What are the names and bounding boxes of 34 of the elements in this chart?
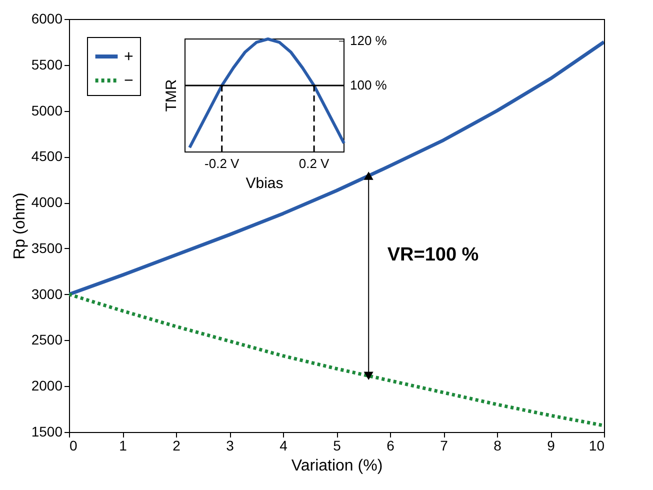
y-tick-label: 2500	[31, 332, 63, 348]
legend-label: −	[124, 72, 134, 90]
x-tick-label: 3	[226, 438, 234, 454]
y-tick-label: 3500	[31, 240, 63, 256]
x-axis-title: Variation (%)	[291, 458, 383, 474]
x-tick-label: 2	[172, 438, 181, 454]
line-series	[188, 38, 346, 150]
x-tick-label: 10	[588, 438, 605, 454]
line-series	[69, 292, 604, 428]
x-tick-label: 8	[494, 438, 502, 454]
y-tick-label: 5000	[31, 102, 63, 118]
y-tick-label: 1500	[31, 424, 63, 440]
x-tick-label: 1	[119, 438, 128, 454]
x-tick-label: 6	[386, 438, 395, 454]
x-axis-title: Vbias	[246, 175, 284, 192]
y-tick-label: 2000	[31, 378, 63, 394]
x-tick-label: 4	[280, 438, 288, 454]
y-tick-label: 5500	[31, 56, 63, 72]
x-tick-label: 0	[70, 438, 78, 454]
x-tick-label: 5	[333, 438, 342, 454]
annotation: VR=100 %	[387, 244, 479, 266]
y-axis-title: TMR	[163, 79, 180, 112]
legend-label: +	[124, 48, 134, 66]
x-tick-label: 9	[547, 438, 556, 454]
y-tick-label: 4500	[31, 148, 63, 164]
y-tick-label: 3000	[31, 286, 63, 302]
y-tick-label: 100 %	[350, 78, 388, 93]
x-tick-label: 0.2 V	[298, 156, 330, 171]
x-tick-label: 7	[440, 438, 448, 454]
x-tick-label: -0.2 V	[204, 156, 240, 171]
y-axis-title: Rp (ohm)	[11, 192, 28, 260]
y-tick-label: 4000	[31, 194, 63, 210]
y-tick-label: 120 %	[350, 33, 388, 48]
y-tick-label: 6000	[31, 10, 63, 26]
